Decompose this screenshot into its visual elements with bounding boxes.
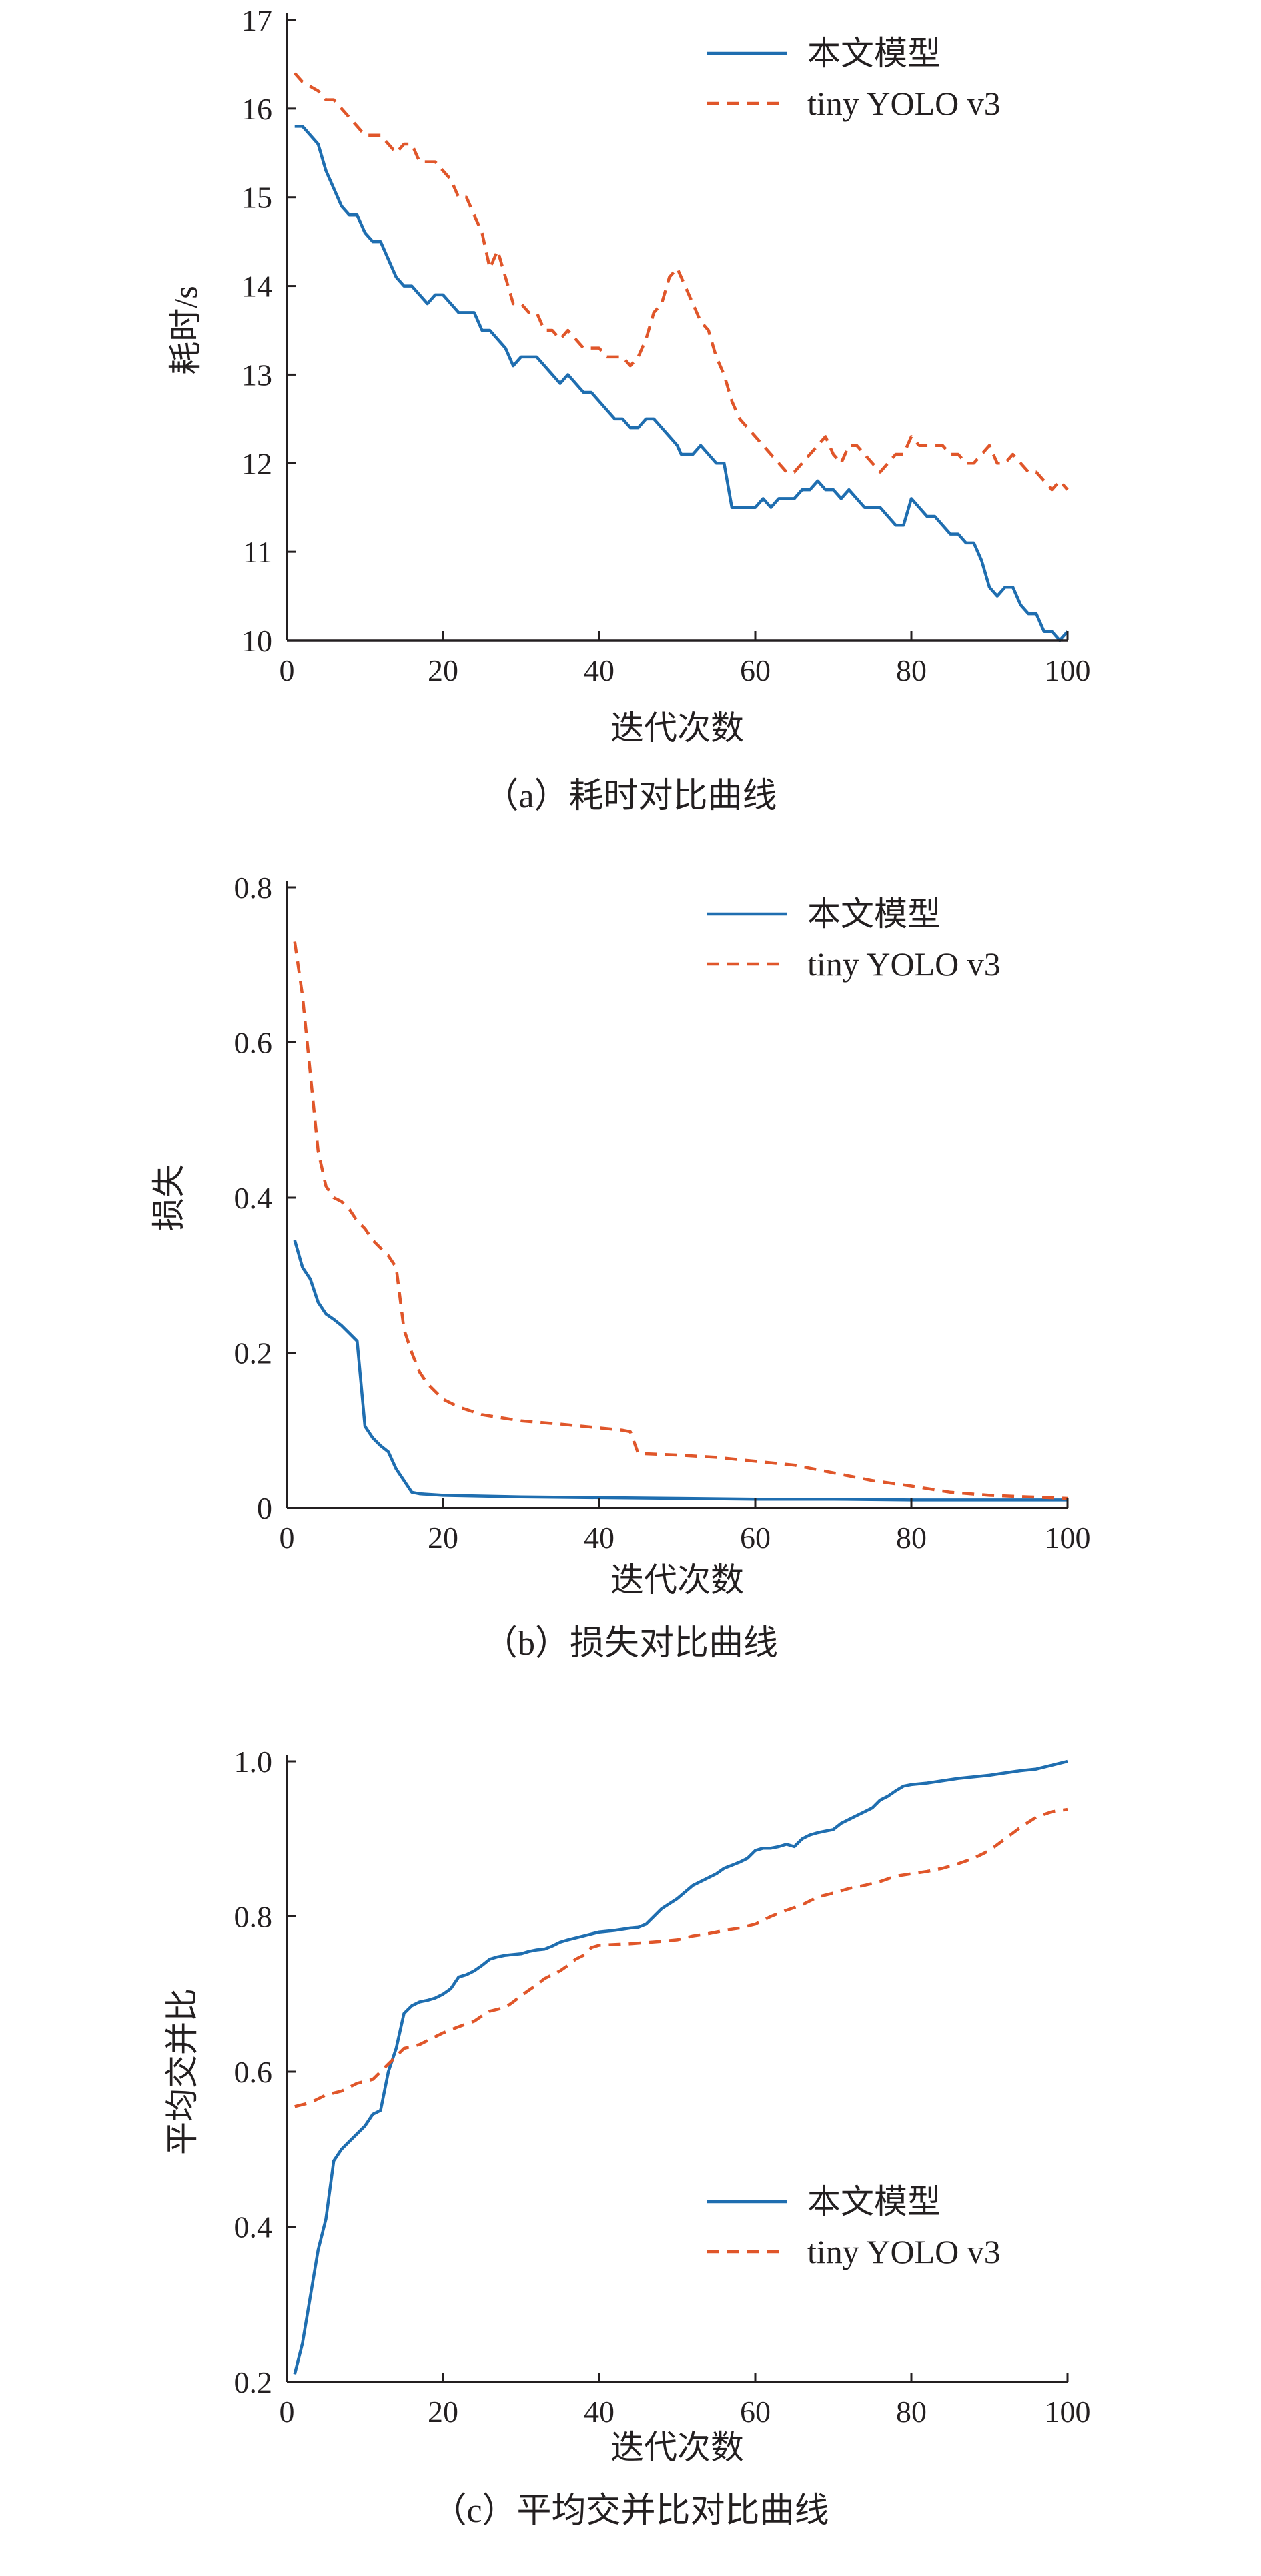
series-line-1 xyxy=(294,1807,1068,2108)
x-tick-label: 0 xyxy=(280,1521,295,1555)
x-tick-label: 60 xyxy=(740,653,771,687)
x-tick-label: 40 xyxy=(584,1521,614,1555)
x-tick-label: 20 xyxy=(428,653,458,687)
chart-caption: （a）耗时对比曲线 xyxy=(484,777,777,815)
x-tick-label: 100 xyxy=(1045,2395,1091,2429)
y-tick-label: 0.2 xyxy=(234,1336,273,1370)
y-tick-label: 0 xyxy=(257,1491,272,1525)
y-axis-label: 耗时/s xyxy=(167,286,204,374)
chart-caption: （c）平均交并比对比曲线 xyxy=(432,2492,829,2530)
y-tick-label: 10 xyxy=(242,624,272,658)
y-tick-label: 11 xyxy=(243,535,272,569)
x-tick-label: 20 xyxy=(428,1521,458,1555)
time-chart: 0 20 40 60 80 100 10 11 12 13 14 15 16 17 迭代次数 耗时/s 本文模型… xyxy=(167,3,1091,815)
y-tick-label: 12 xyxy=(242,446,272,480)
x-tick-label: 60 xyxy=(740,1521,771,1555)
x-tick-label: 80 xyxy=(896,653,927,687)
y-tick-label: 13 xyxy=(242,358,272,392)
x-tick-label: 0 xyxy=(280,2395,295,2429)
y-tick-label: 0.8 xyxy=(234,871,273,905)
loss-chart: 0 20 40 60 80 100 0 0.2 0.4 0.6 0.8 迭代次数 损失 本文模型 tiny … xyxy=(150,871,1091,1663)
y-tick-label: 17 xyxy=(242,3,272,37)
series-line-1 xyxy=(293,941,1068,1500)
y-tick-label: 14 xyxy=(242,270,272,304)
x-axis-label: 迭代次数 xyxy=(610,709,744,747)
x-axis-label: 迭代次数 xyxy=(610,1561,744,1599)
legend: 本文模型 tiny YOLO v3 xyxy=(707,35,1001,122)
y-tick-label: 1.0 xyxy=(234,1745,273,1779)
series-line-0 xyxy=(293,1240,1068,1502)
x-tick-label: 0 xyxy=(280,653,295,687)
legend-label-1: tiny YOLO v3 xyxy=(807,85,1001,122)
miou-chart: 0 20 40 60 80 100 0.2 0.4 0.6 0.8 1.0 迭代次数 平均交并比本文模型… xyxy=(163,1745,1091,2530)
legend-label-0: 本文模型 xyxy=(807,2183,941,2220)
series-line-0 xyxy=(293,1759,1068,2375)
legend: 本文模型 tiny YOLO v3 xyxy=(707,2183,1001,2270)
chart-caption: （b）损失对比曲线 xyxy=(483,1625,778,1663)
legend-label-0: 本文模型 xyxy=(807,35,941,72)
x-axis-label: 迭代次数 xyxy=(610,2429,744,2466)
y-tick-label: 15 xyxy=(242,181,272,215)
y-tick-label: 0.4 xyxy=(234,2210,273,2244)
y-tick-label: 0.4 xyxy=(234,1181,273,1215)
legend-label-1: tiny YOLO v3 xyxy=(807,945,1001,983)
x-tick-label: 100 xyxy=(1045,653,1091,687)
legend: 本文模型 tiny YOLO v3 xyxy=(707,895,1001,983)
series-line-0 xyxy=(294,125,1069,642)
series-line-1 xyxy=(294,72,1069,492)
y-tick-label: 16 xyxy=(242,92,272,126)
y-axis-label: 平均交并比 xyxy=(163,1988,201,2155)
x-tick-label: 60 xyxy=(740,2395,771,2429)
x-tick-label: 40 xyxy=(584,2395,614,2429)
legend-label-1: tiny YOLO v3 xyxy=(807,2233,1001,2270)
x-tick-label: 80 xyxy=(896,1521,927,1555)
legend-label-0: 本文模型 xyxy=(807,895,941,933)
chart-panel-time: 0 20 40 60 80 100 10 11 12 13 14 15 16 17 迭代次数 耗时/s 本文模型… xyxy=(0,0,1261,841)
x-tick-label: 100 xyxy=(1045,1521,1091,1555)
chart-panel-loss: 0 20 40 60 80 100 0 0.2 0.4 0.6 0.8 迭代次数 损失 本文模型 tiny … xyxy=(0,867,1261,1695)
x-tick-label: 80 xyxy=(896,2395,927,2429)
x-tick-label: 20 xyxy=(428,2395,458,2429)
y-tick-label: 0.2 xyxy=(234,2365,273,2399)
y-tick-label: 0.6 xyxy=(234,1026,273,1060)
y-tick-label: 0.8 xyxy=(234,1900,273,1934)
x-tick-label: 40 xyxy=(584,653,614,687)
y-tick-label: 0.6 xyxy=(234,2055,273,2089)
chart-panel-miou: 0 20 40 60 80 100 0.2 0.4 0.6 0.8 1.0 迭代次数 平均交并比本文模型… xyxy=(0,1741,1261,2576)
y-axis-label: 损失 xyxy=(150,1164,187,1231)
